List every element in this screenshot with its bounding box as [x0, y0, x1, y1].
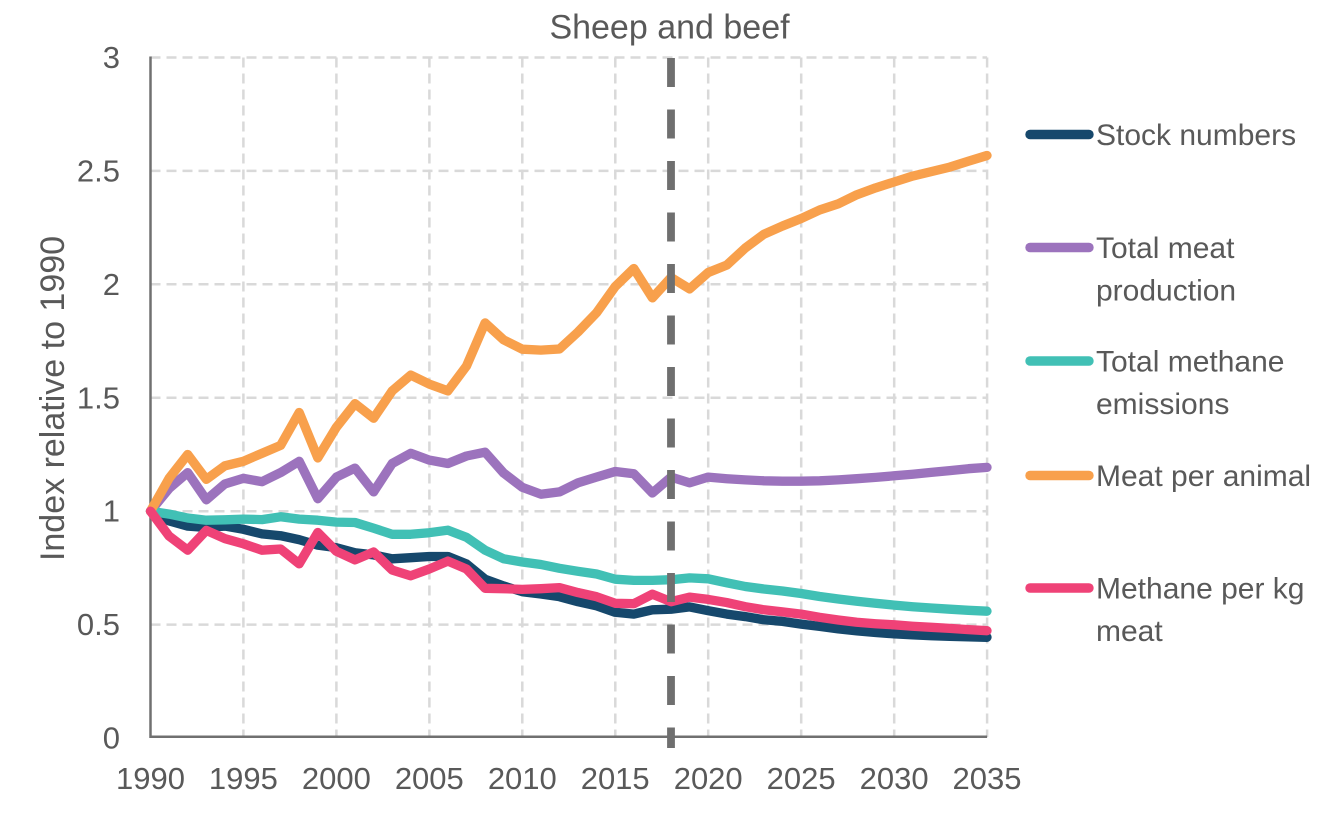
svg-text:meat: meat: [1096, 615, 1163, 648]
svg-text:production: production: [1096, 275, 1236, 308]
svg-text:2000: 2000: [302, 761, 371, 796]
svg-text:Stock numbers: Stock numbers: [1096, 119, 1296, 152]
svg-text:0: 0: [103, 721, 120, 756]
svg-text:Meat per animal: Meat per animal: [1096, 460, 1311, 493]
svg-text:1.5: 1.5: [77, 380, 120, 415]
svg-text:2030: 2030: [860, 761, 929, 796]
svg-text:0.5: 0.5: [77, 607, 120, 642]
svg-text:2005: 2005: [395, 761, 464, 796]
svg-text:2025: 2025: [767, 761, 836, 796]
svg-text:Index relative to 1990: Index relative to 1990: [34, 236, 72, 561]
svg-text:Total methane: Total methane: [1096, 346, 1284, 379]
svg-text:2.5: 2.5: [77, 153, 120, 188]
svg-text:2015: 2015: [581, 761, 650, 796]
svg-text:2035: 2035: [953, 761, 1022, 796]
svg-text:3: 3: [103, 40, 120, 75]
svg-text:Total meat: Total meat: [1096, 232, 1235, 265]
svg-text:2010: 2010: [488, 761, 557, 796]
svg-text:2: 2: [103, 267, 120, 302]
svg-text:1990: 1990: [116, 761, 185, 796]
svg-text:2020: 2020: [674, 761, 743, 796]
svg-text:1995: 1995: [209, 761, 278, 796]
svg-text:1: 1: [103, 494, 120, 529]
svg-text:Sheep and beef: Sheep and beef: [549, 9, 790, 47]
svg-text:Methane per kg: Methane per kg: [1096, 573, 1304, 606]
svg-text:emissions: emissions: [1096, 388, 1229, 421]
